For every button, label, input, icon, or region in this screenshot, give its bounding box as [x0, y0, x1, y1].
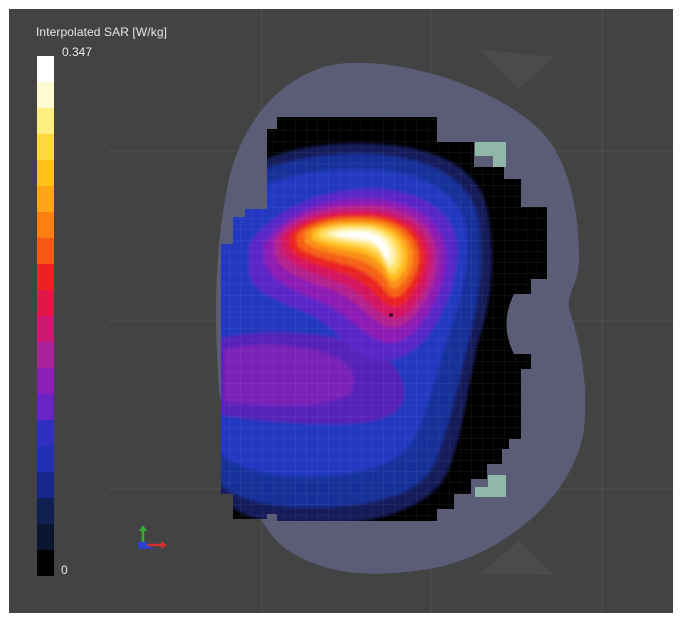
sar-scene	[109, 9, 673, 613]
legend-max-label: 0.347	[62, 45, 93, 59]
background-triangle-bottom	[479, 541, 554, 575]
colorbar-swatch	[37, 108, 54, 134]
colorbar-swatch	[37, 160, 54, 186]
teal-marker-top	[475, 142, 506, 167]
colorbar-swatch	[37, 368, 54, 394]
sar-viewport[interactable]: Interpolated SAR [W/kg] 0.347 0	[9, 9, 673, 613]
colorbar-swatch	[37, 316, 54, 342]
teal-marker-bottom	[475, 475, 506, 497]
colorbar-swatch	[37, 212, 54, 238]
colorbar-swatch	[37, 550, 54, 576]
colorbar-swatch	[37, 472, 54, 498]
colorbar-swatch	[37, 342, 54, 368]
legend-title: Interpolated SAR [W/kg]	[36, 25, 168, 39]
legend-min-label: 0	[61, 563, 68, 577]
sar-heatmap	[221, 117, 547, 521]
colorbar-swatch	[37, 498, 54, 524]
colorbar-swatch	[37, 290, 54, 316]
colorbar-swatch	[37, 420, 54, 446]
colorbar-swatch	[37, 186, 54, 212]
colorbar-swatch	[37, 56, 54, 82]
colorbar-swatch	[37, 238, 54, 264]
colorbar-swatch	[37, 446, 54, 472]
colorbar-swatch	[37, 524, 54, 550]
colorbar-swatch	[37, 134, 54, 160]
colorbar-swatch	[37, 264, 54, 290]
coordinate-axes-icon[interactable]	[127, 523, 177, 557]
colorbar	[37, 56, 54, 576]
background-triangle-top	[479, 49, 554, 89]
colorbar-swatch	[37, 394, 54, 420]
probe-marker	[389, 313, 393, 317]
colorbar-swatch	[37, 82, 54, 108]
